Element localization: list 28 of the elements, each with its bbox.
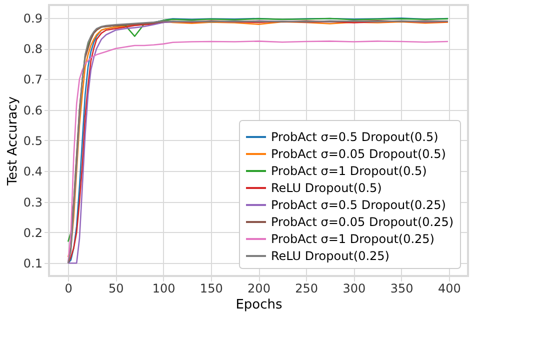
y-tick-label: 0.6 xyxy=(23,103,42,118)
y-tick-label: 0.4 xyxy=(23,164,42,179)
y-tick-label: 0.8 xyxy=(23,42,42,56)
legend-label: ProbAct σ=1 Dropout(0.5) xyxy=(271,164,427,178)
legend-label: ProbAct σ=0.05 Dropout(0.25) xyxy=(271,215,454,229)
legend-label: ProbAct σ=1 Dropout(0.25) xyxy=(271,232,434,246)
y-tick-label: 0.5 xyxy=(23,134,42,148)
x-tick-label: 250 xyxy=(295,282,318,296)
y-tick-label: 0.2 xyxy=(23,226,42,240)
legend-label: ProbAct σ=0.05 Dropout(0.5) xyxy=(271,147,446,161)
y-axis-title: Test Accuracy xyxy=(5,96,20,187)
y-tick-label: 0.3 xyxy=(23,195,42,210)
x-tick-label: 150 xyxy=(200,282,223,296)
legend-label: ProbAct σ=0.5 Dropout(0.25) xyxy=(271,198,446,212)
legend-label: ReLU Dropout(0.5) xyxy=(271,181,382,195)
y-tick-label: 0.7 xyxy=(23,72,42,87)
y-tick-label: 0.1 xyxy=(23,256,42,271)
x-tick-label: 300 xyxy=(342,282,366,296)
legend-label: ProbAct σ=0.5 Dropout(0.5) xyxy=(271,130,438,144)
x-tick-label: 350 xyxy=(390,282,414,296)
x-tick-label: 0 xyxy=(64,282,72,296)
x-axis-title: Epochs xyxy=(236,298,283,312)
y-tick-label: 0.9 xyxy=(23,11,42,26)
x-tick-label: 100 xyxy=(152,282,176,296)
legend-label: ReLU Dropout(0.25) xyxy=(271,249,390,263)
x-tick-label: 50 xyxy=(108,282,124,296)
x-tick-label: 200 xyxy=(248,282,270,296)
x-tick-label: 400 xyxy=(438,282,461,296)
